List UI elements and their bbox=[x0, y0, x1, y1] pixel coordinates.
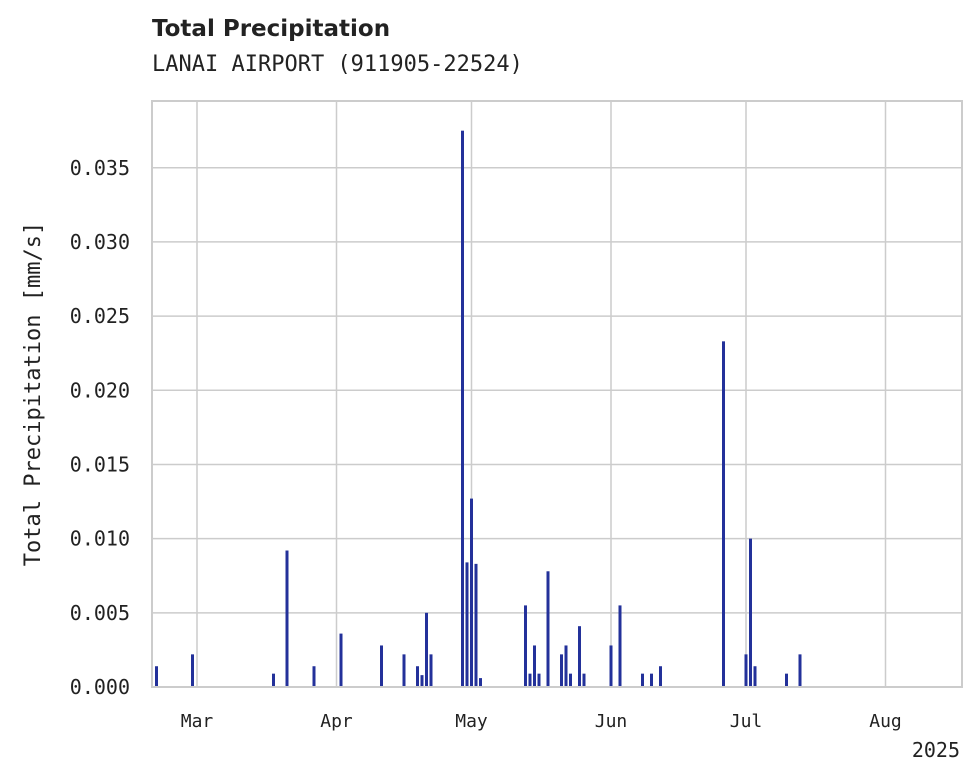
precipitation-bar bbox=[659, 666, 662, 687]
precipitation-bar bbox=[312, 666, 316, 687]
y-axis-label: Total Precipitation [mm/s] bbox=[21, 222, 46, 566]
precipitation-bar bbox=[479, 678, 482, 687]
precipitation-bar bbox=[155, 666, 158, 687]
y-tick-label: 0.020 bbox=[70, 378, 130, 402]
x-tick-label: Mar bbox=[181, 711, 214, 732]
y-tick-label: 0.015 bbox=[70, 452, 130, 476]
precipitation-bar bbox=[744, 654, 748, 687]
precipitation-bar bbox=[429, 654, 433, 687]
precipitation-bar bbox=[285, 550, 289, 687]
precipitation-bar bbox=[798, 654, 802, 687]
precipitation-bar bbox=[461, 130, 464, 687]
y-tick-label: 0.010 bbox=[70, 527, 130, 551]
precipitation-bar bbox=[416, 666, 419, 687]
x-tick-label: Jun bbox=[595, 711, 628, 732]
y-tick-label: 0.005 bbox=[70, 601, 130, 625]
precipitation-bar bbox=[609, 645, 613, 687]
precipitation-bar bbox=[722, 341, 725, 687]
precipitation-bar bbox=[537, 673, 541, 687]
precipitation-bar bbox=[420, 675, 424, 687]
x-axis-year-label: 2025 bbox=[912, 738, 960, 762]
chart-subtitle: LANAI AIRPORT (911905-22524) bbox=[152, 52, 523, 77]
precipitation-bar bbox=[753, 666, 757, 687]
precipitation-bar bbox=[650, 673, 653, 687]
x-tick-label: May bbox=[455, 711, 488, 732]
y-tick-label: 0.035 bbox=[70, 156, 130, 180]
plot-frame bbox=[151, 100, 963, 688]
precipitation-bar bbox=[749, 538, 752, 687]
chart-title: Total Precipitation bbox=[152, 16, 391, 42]
x-tick-label: Aug bbox=[869, 711, 902, 732]
precipitation-bar bbox=[425, 612, 428, 687]
precipitation-bar bbox=[191, 654, 194, 687]
y-tick-label: 0.025 bbox=[70, 304, 130, 328]
precipitation-bar bbox=[546, 571, 550, 687]
precipitation-bar bbox=[564, 645, 568, 687]
precipitation-bar bbox=[272, 673, 275, 687]
precipitation-bar bbox=[528, 673, 532, 687]
y-tick-label: 0.030 bbox=[70, 230, 130, 254]
precipitation-bar bbox=[465, 562, 469, 687]
precipitation-bar bbox=[641, 673, 644, 687]
precipitation-bar bbox=[339, 633, 343, 687]
precipitation-bar bbox=[578, 626, 581, 687]
precipitation-bar bbox=[582, 673, 586, 687]
precipitation-bar bbox=[402, 654, 406, 687]
precipitation-bar bbox=[560, 654, 563, 687]
precipitation-bar bbox=[380, 645, 383, 687]
precipitation-bar bbox=[569, 673, 572, 687]
precipitation-bar bbox=[474, 563, 478, 687]
y-tick-label: 0.000 bbox=[70, 675, 130, 699]
x-tick-label: Jul bbox=[730, 711, 763, 732]
precipitation-bar bbox=[785, 673, 788, 687]
precipitation-bar bbox=[533, 645, 536, 687]
precipitation-bar bbox=[524, 605, 527, 687]
precipitation-bar bbox=[470, 498, 473, 687]
x-tick-label: Apr bbox=[320, 711, 353, 732]
precipitation-bar bbox=[618, 605, 622, 687]
